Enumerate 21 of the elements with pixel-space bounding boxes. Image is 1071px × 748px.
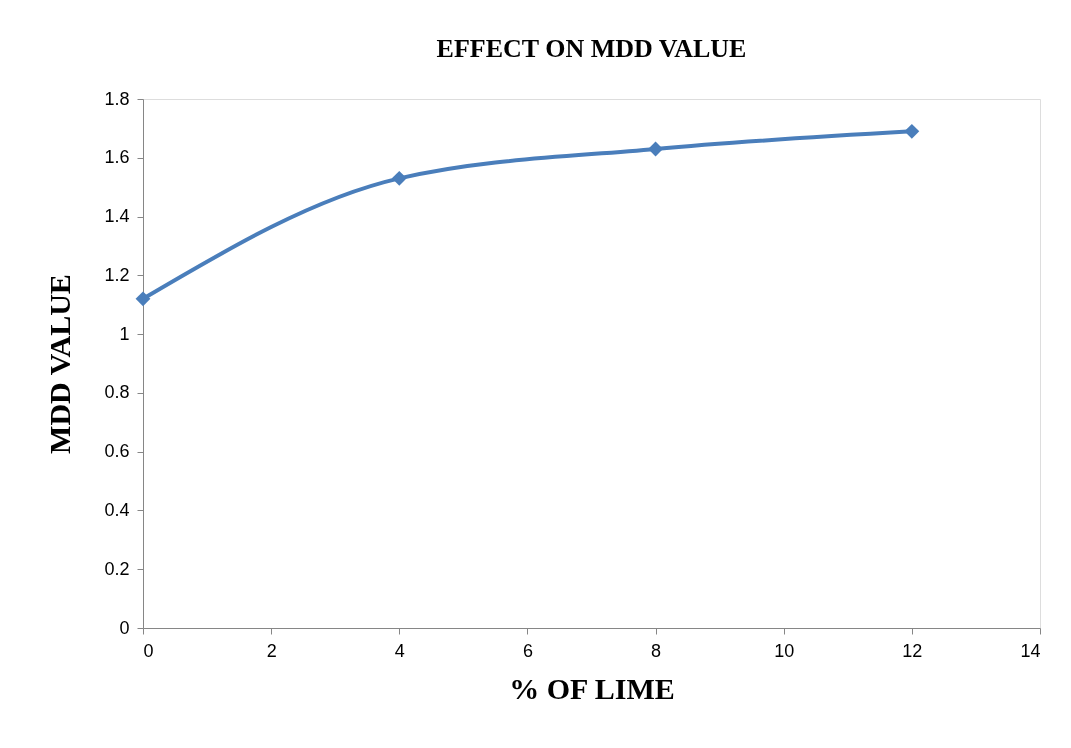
x-tick-label: 6 bbox=[522, 640, 533, 661]
x-tick-label: 0 bbox=[143, 640, 154, 661]
y-tick-label: 0.8 bbox=[104, 382, 130, 403]
chart-title: EFFECT ON MDD VALUE bbox=[436, 34, 747, 63]
y-tick-label: 0.4 bbox=[104, 499, 130, 520]
y-tick-label: 0.6 bbox=[104, 441, 130, 462]
y-tick-label: 1.6 bbox=[104, 147, 130, 168]
y-tick-label: 1.8 bbox=[104, 88, 130, 109]
y-tick-label: 1 bbox=[119, 323, 130, 344]
x-tick-label: 10 bbox=[774, 640, 795, 661]
y-axis-title: MDD VALUE bbox=[43, 274, 77, 454]
y-tick-label: 1.4 bbox=[104, 206, 130, 227]
y-tick-label: 1.2 bbox=[104, 264, 130, 285]
x-tick-label: 4 bbox=[394, 640, 405, 661]
x-tick-label: 8 bbox=[651, 640, 662, 661]
x-tick-label: 14 bbox=[1020, 640, 1041, 661]
x-tick-label: 2 bbox=[266, 640, 277, 661]
y-tick-label: 0 bbox=[119, 617, 130, 638]
x-tick-label: 12 bbox=[902, 640, 923, 661]
y-tick-label: 0.2 bbox=[104, 558, 130, 579]
x-axis-title: % OF LIME bbox=[509, 671, 675, 705]
